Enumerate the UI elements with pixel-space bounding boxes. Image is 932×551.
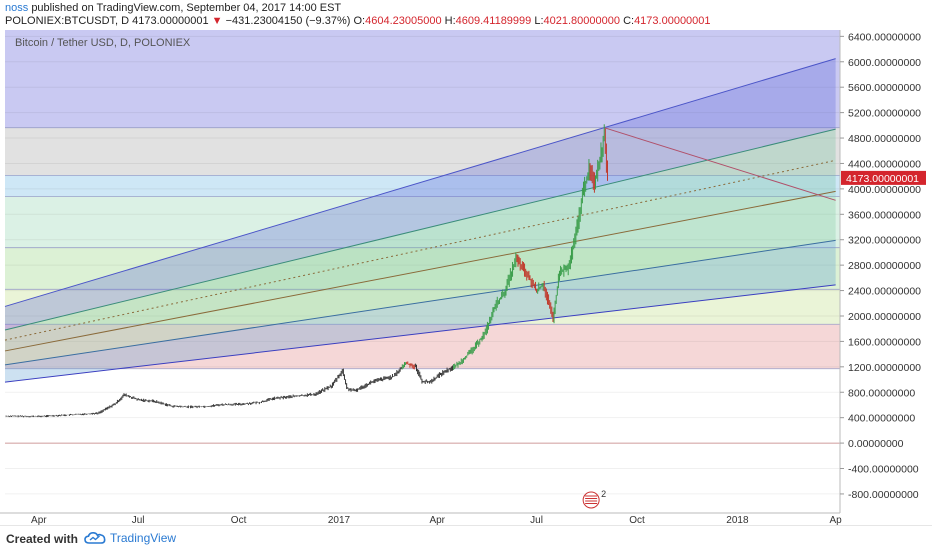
- high-value: 4609.41189999: [455, 15, 532, 27]
- tradingview-link[interactable]: TradingView: [84, 530, 176, 545]
- pitchfork-line: [4, 190, 836, 352]
- y-axis-area: [840, 30, 932, 513]
- candles: [5, 124, 609, 418]
- pitchfork-zone: [5, 129, 836, 351]
- x-tick-label: Apr: [31, 515, 47, 526]
- symbol-label: POLONIEX:BTCUSDT, D: [5, 15, 130, 27]
- fib-band: [5, 196, 840, 248]
- y-tick-label: 3200.00000000: [848, 235, 921, 247]
- pitchfork-line: [4, 128, 836, 331]
- badge-circle: [582, 491, 600, 509]
- pitchfork-line: [4, 239, 836, 366]
- price-change: −431.23004150 (−9.37%): [225, 15, 351, 27]
- ohlc-line: POLONIEX:BTCUSDT, D 4173.00000001 ▼ −431…: [5, 15, 711, 27]
- badge-count: 2: [601, 489, 606, 499]
- trend-line: [604, 127, 836, 201]
- x-tick-label: Jul: [530, 515, 543, 526]
- y-tick-label: 6400.00000000: [848, 31, 921, 43]
- y-tick-label: 1200.00000000: [848, 362, 921, 374]
- x-tick-label: Apr: [429, 515, 445, 526]
- x-tick-label: Oct: [231, 515, 247, 526]
- y-tick-label: 3600.00000000: [848, 209, 921, 221]
- y-tick-label: 2800.00000000: [848, 260, 921, 272]
- footer-bar: Created with TradingView: [0, 525, 932, 551]
- y-tick-label: 5200.00000000: [848, 108, 921, 120]
- publish-info: published on TradingView.com, September …: [31, 2, 342, 14]
- y-tick-label: 400.00000000: [848, 413, 915, 425]
- median-dotted-line: [4, 159, 836, 341]
- last-price: 4173.00000001: [132, 15, 209, 27]
- close-value: 4173.00000001: [634, 15, 711, 27]
- fib-band: [5, 368, 840, 444]
- pitchfork-zone: [5, 191, 836, 365]
- last-price-label: 4173.00000001: [846, 173, 919, 185]
- x-tick-label: Oct: [629, 515, 645, 526]
- pitchfork-line: [4, 58, 836, 307]
- y-tick-label: 6000.00000000: [848, 57, 921, 69]
- x-tick-label: Jul: [132, 515, 145, 526]
- y-tick-label: -400.00000000: [848, 464, 919, 476]
- chart-header: noss published on TradingView.com, Septe…: [0, 0, 932, 30]
- low-label: L:: [534, 15, 544, 27]
- flag-badge-icon[interactable]: [582, 491, 600, 509]
- author-name[interactable]: noss: [5, 2, 29, 14]
- y-tick-label: 4400.00000000: [848, 158, 921, 170]
- y-tick-label: -800.00000000: [848, 489, 919, 501]
- y-tick-label: 0.00000000: [848, 438, 904, 450]
- fib-band: [5, 175, 840, 197]
- x-tick-label: Ap: [830, 515, 843, 526]
- y-tick-label: 1600.00000000: [848, 336, 921, 348]
- open-value: 4604.23005000: [365, 15, 442, 27]
- y-tick-label: 4000.00000000: [848, 184, 921, 196]
- low-value: 4021.80000000: [543, 15, 620, 27]
- tradingview-cloud-icon: [84, 531, 106, 544]
- y-tick-label: 2000.00000000: [848, 311, 921, 323]
- down-arrow-icon: ▼: [211, 15, 223, 27]
- pitchfork-zone: [5, 240, 836, 383]
- x-tick-label: 2018: [726, 515, 749, 526]
- tradingview-brand: TradingView: [110, 530, 177, 545]
- open-label: O:: [353, 15, 366, 27]
- fib-band: [5, 127, 840, 176]
- y-tick-label: 2400.00000000: [848, 286, 921, 298]
- fib-band: [5, 324, 840, 369]
- y-tick-label: 4800.00000000: [848, 133, 921, 145]
- fib-band-top: [5, 30, 840, 128]
- x-axis-area: [0, 513, 932, 525]
- created-with-label: Created with: [6, 532, 79, 546]
- fib-band: [5, 289, 840, 325]
- y-tick-label: 5600.00000000: [848, 82, 921, 94]
- fib-band: [5, 247, 840, 290]
- close-label: C:: [623, 15, 635, 27]
- y-tick-label: 800.00000000: [848, 387, 915, 399]
- high-label: H:: [444, 15, 456, 27]
- last-price-badge: [841, 170, 926, 185]
- x-tick-label: 2017: [328, 515, 351, 526]
- pitchfork-line: [4, 284, 836, 383]
- publish-line: noss published on TradingView.com, Septe…: [5, 2, 341, 14]
- chart-title: Bitcoin / Tether USD, D, POLONIEX: [15, 37, 191, 49]
- pitchfork-zone: [5, 58, 836, 330]
